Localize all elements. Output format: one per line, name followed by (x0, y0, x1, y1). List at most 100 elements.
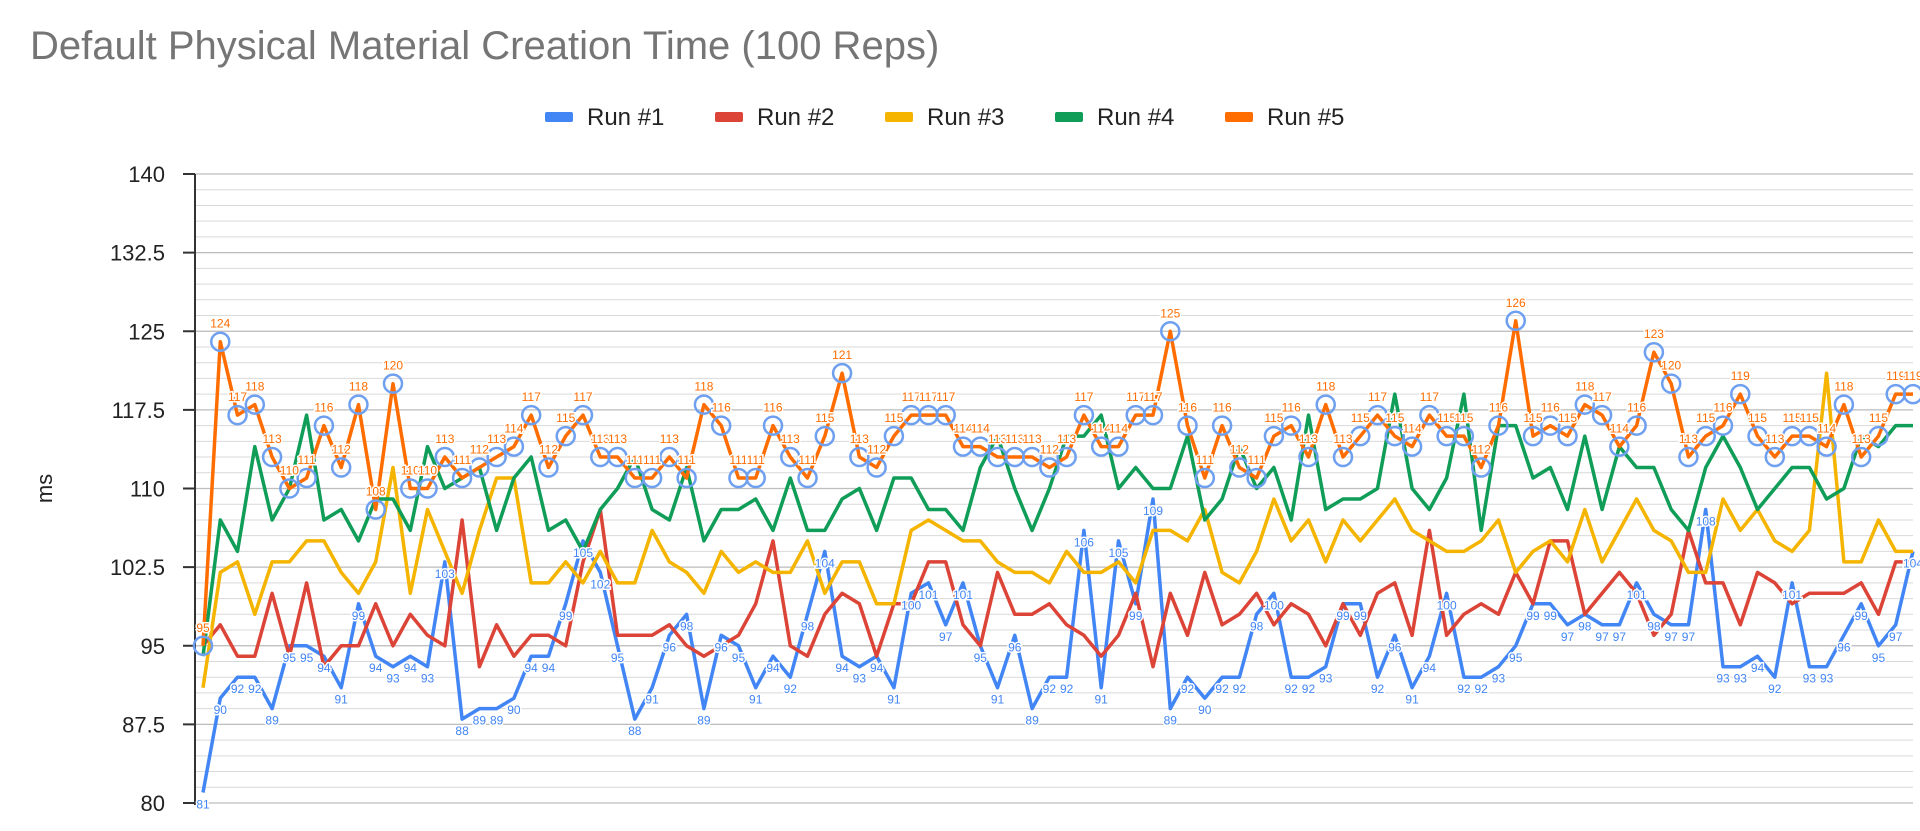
run5-point-marker (1350, 425, 1371, 447)
chart-title: Default Physical Material Creation Time … (30, 24, 940, 68)
run5-point-marker (970, 436, 991, 457)
run1-data-label: 96 (663, 640, 677, 654)
run5-data-label: 113 (263, 432, 282, 446)
run5-data-label: 115 (1783, 411, 1802, 425)
run5-point-marker (1211, 415, 1233, 436)
run1-data-label: 101 (953, 588, 973, 602)
run5-data-label: 111 (1248, 453, 1267, 467)
legend-label: Run #5 (1267, 104, 1344, 131)
legend-item: Run #2 (715, 104, 834, 131)
run1-data-label: 97 (1595, 630, 1609, 644)
run5-point-marker (1280, 415, 1302, 436)
run5-point-marker (1384, 425, 1406, 447)
run1-data-label: 99 (1354, 609, 1368, 623)
run5-point-marker (1488, 415, 1509, 436)
y-tick-label: 117.5 (112, 398, 165, 423)
y-tick-label: 87.5 (122, 712, 165, 737)
run1-data-label: 89 (265, 714, 279, 728)
run1-data-label: 94 (835, 661, 849, 675)
run1-data-label: 94 (525, 661, 539, 675)
run5-point-marker (1056, 446, 1077, 468)
run5-data-label: 121 (832, 348, 852, 362)
y-tick-label: 140 (128, 162, 165, 187)
run5-point-marker (1850, 446, 1872, 468)
run5-data-label: 116 (1627, 401, 1646, 415)
run5-point-marker (1833, 394, 1855, 415)
run1-data-label: 91 (645, 693, 659, 707)
legend-label: Run #3 (927, 104, 1004, 131)
run5-data-label: 117 (1593, 390, 1612, 404)
run1-data-label: 96 (715, 640, 729, 654)
series-lines (192, 310, 1920, 793)
run1-data-label: 93 (386, 672, 400, 686)
run1-data-label: 97 (1889, 630, 1903, 644)
y-tick-label: 125 (128, 319, 165, 344)
run1-data-label: 109 (1143, 504, 1163, 518)
run5-data-label: 117 (902, 390, 921, 404)
run1-data-label: 99 (1855, 609, 1869, 623)
run5-point-marker (1177, 415, 1198, 436)
run1-data-label: 97 (1682, 630, 1696, 644)
run1-data-label: 91 (887, 693, 901, 707)
run1-data-label: 95 (283, 651, 297, 665)
run1-data-label: 92 (1233, 682, 1247, 696)
run5-data-label: 112 (332, 443, 351, 457)
run5-data-label: 111 (747, 453, 766, 467)
run5-data-label: 115 (556, 411, 575, 425)
run1-data-label: 93 (853, 672, 867, 686)
run1-data-label: 108 (1696, 514, 1716, 528)
run1-data-label: 96 (1008, 640, 1022, 654)
run1-data-label: 106 (1074, 535, 1094, 549)
legend-swatch (715, 112, 743, 122)
run1-data-label: 99 (352, 609, 366, 623)
run5-data-label: 108 (366, 484, 386, 498)
run5-data-label: 118 (1575, 380, 1594, 394)
run5-data-label: 110 (418, 464, 437, 478)
run5-data-label: 117 (573, 390, 592, 404)
run5-point-marker (1643, 341, 1665, 363)
run5-data-label: 113 (1023, 432, 1042, 446)
run5-data-label: 114 (504, 422, 523, 436)
run5-data-label: 113 (608, 432, 627, 446)
run5-data-label: 117 (936, 390, 955, 404)
run5-data-label: 113 (1852, 432, 1871, 446)
run5-point-marker (1540, 415, 1561, 436)
run5-point-marker (365, 499, 386, 520)
run5-data-label: 117 (1368, 390, 1387, 404)
run5-point-marker (797, 467, 818, 489)
run5-data-label: 113 (1057, 432, 1076, 446)
run5-point-marker (572, 404, 594, 426)
run5-data-label: 117 (1074, 390, 1093, 404)
run1-data-label: 94 (369, 661, 383, 675)
run1-data-label: 100 (1264, 598, 1284, 612)
run5-data-label: 113 (1299, 432, 1318, 446)
run5-point-marker (1868, 425, 1889, 447)
legend-item: Run #3 (885, 104, 1004, 131)
run1-data-label: 95 (1872, 651, 1886, 665)
run1-data-label: 94 (404, 661, 418, 675)
run5-point-marker (607, 446, 628, 468)
run1-data-label: 101 (918, 588, 938, 602)
run5-point-marker (762, 415, 784, 436)
run5-data-label: 115 (884, 411, 903, 425)
run1-data-label: 102 (590, 577, 610, 591)
run5-data-label: 118 (1316, 380, 1335, 394)
run5-point-marker (1902, 383, 1920, 405)
run5-data-label: 112 (1230, 443, 1249, 457)
run1-data-label: 91 (1095, 693, 1109, 707)
run5-point-marker (279, 478, 300, 499)
run1-data-label: 95 (1509, 651, 1523, 665)
run5-data-label: 118 (349, 380, 368, 394)
legend-item: Run #5 (1225, 104, 1344, 131)
run1-data-label: 91 (335, 693, 349, 707)
run5-point-marker (659, 446, 680, 468)
run1-data-label: 100 (1437, 598, 1457, 612)
run5-data-label: 113 (435, 432, 454, 446)
run5-point-marker (538, 457, 559, 478)
legend-label: Run #1 (587, 104, 664, 131)
run5-point-marker (1522, 425, 1544, 447)
run5-point-marker (1142, 404, 1164, 426)
run5-data-label: 114 (1092, 422, 1111, 436)
run1-data-label: 98 (1578, 619, 1592, 633)
run5-data-label: 116 (1541, 401, 1560, 415)
